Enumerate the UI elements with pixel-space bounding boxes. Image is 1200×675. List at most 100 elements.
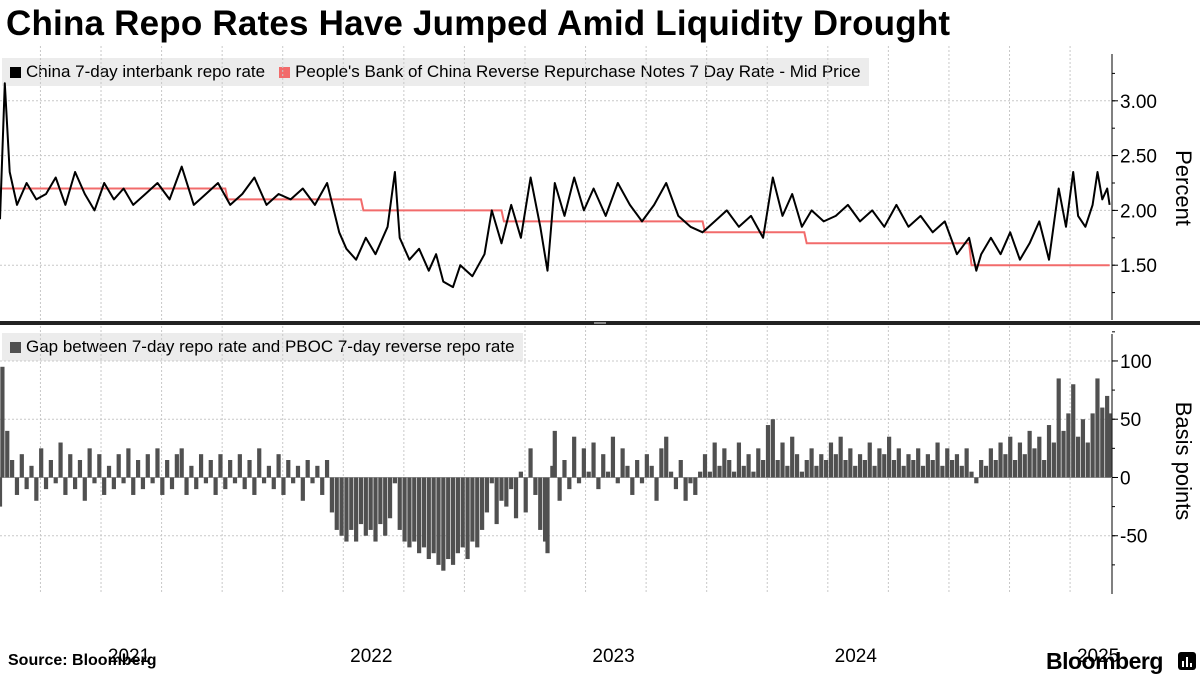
gap-bar — [1017, 442, 1023, 478]
gap-bar — [819, 454, 824, 478]
gap-bar — [446, 477, 451, 560]
gap-bar — [596, 477, 601, 490]
gap-bar — [223, 477, 228, 490]
gap-bar — [509, 477, 514, 490]
gap-bar — [281, 477, 286, 495]
gap-bar — [615, 477, 620, 484]
gap-bar — [891, 460, 897, 478]
gap-bar — [1090, 413, 1095, 478]
gap-bar — [882, 454, 887, 478]
gap-bar — [310, 477, 315, 484]
gap-bar — [906, 454, 911, 478]
gap-bar — [266, 465, 272, 478]
gap-bar — [339, 477, 344, 536]
gap-bar — [257, 448, 262, 478]
panel-divider-handle — [594, 322, 606, 324]
brand-logo: Bloomberg — [1046, 648, 1163, 674]
gap-bar — [712, 442, 717, 478]
source-note: Source: Bloomberg — [8, 652, 157, 669]
gap-bar — [208, 460, 213, 478]
gap-bar — [1003, 454, 1008, 478]
gap-bar — [174, 454, 179, 478]
gap-bar — [228, 460, 233, 478]
gap-bar — [126, 448, 131, 478]
gap-bar — [334, 477, 339, 530]
gap-bar — [373, 477, 378, 542]
gap-bar — [562, 460, 567, 478]
gap-bar — [252, 477, 257, 495]
gap-bar — [790, 436, 795, 478]
legend-item-pboc: People's Bank of China Reverse Repurchas… — [279, 62, 861, 82]
gap-bar — [964, 448, 969, 478]
gap-bar — [620, 448, 625, 478]
gap-bar — [872, 465, 877, 478]
bottom-legend: Gap between 7-day repo rate and PBOC 7-d… — [2, 333, 523, 361]
legend-swatch-repo — [10, 66, 21, 78]
gap-bar — [198, 454, 204, 478]
gap-bar — [630, 477, 635, 495]
gap-bar — [135, 460, 141, 478]
gap-bar — [538, 477, 543, 530]
gap-bar — [145, 454, 150, 478]
y-tick-label-top: 1.50 — [1120, 256, 1157, 277]
legend-item-repo: China 7-day interbank repo rate — [10, 62, 265, 82]
gap-bar — [189, 465, 194, 478]
gap-bar — [1037, 436, 1042, 478]
gap-bar — [383, 477, 388, 536]
gap-bar — [950, 460, 955, 478]
gap-bar — [843, 460, 848, 478]
gap-bar — [794, 454, 800, 478]
top-legend: China 7-day interbank repo rate People's… — [2, 58, 869, 86]
gap-bar — [92, 477, 97, 484]
gap-bar — [344, 477, 349, 542]
gap-bar — [731, 471, 737, 478]
gap-bar — [770, 419, 775, 478]
gap-bar — [10, 460, 15, 478]
y-tick-label-bottom: 100 — [1120, 352, 1152, 373]
gap-bar — [213, 477, 218, 495]
gap-bar — [940, 465, 945, 478]
gap-bar — [499, 477, 504, 501]
gap-bar — [387, 477, 393, 519]
gap-bar — [625, 465, 630, 478]
gap-bar — [649, 465, 654, 478]
gap-bar — [1022, 454, 1027, 478]
gap-bar — [877, 448, 882, 478]
gap-bar — [635, 460, 640, 478]
gap-bar — [1085, 442, 1090, 478]
gap-bar — [780, 442, 785, 478]
gap-bar — [644, 454, 649, 478]
gap-bar — [983, 465, 989, 478]
gap-bar — [601, 454, 606, 478]
y-tick-label-top: 3.00 — [1120, 92, 1157, 113]
gap-bar — [804, 460, 809, 478]
gap-bar — [203, 477, 209, 484]
gap-bar — [5, 430, 10, 478]
gap-bar — [484, 477, 490, 513]
gap-bar — [43, 477, 49, 490]
gap-bar — [261, 477, 267, 484]
gap-bar — [567, 477, 572, 490]
gap-bar — [155, 448, 160, 478]
gap-bar — [97, 454, 102, 478]
gap-bar — [165, 460, 170, 478]
gap-bar — [431, 477, 436, 554]
gap-bar — [106, 465, 112, 478]
gap-bar — [300, 477, 305, 501]
gap-bar — [426, 477, 431, 560]
gap-bar — [862, 460, 867, 478]
gap-bar — [378, 477, 383, 525]
gap-bar — [29, 465, 34, 478]
y-axis-title-bottom: Basis points — [1171, 402, 1196, 521]
gap-bar — [150, 477, 155, 484]
gap-bar — [48, 460, 53, 478]
gap-bar — [58, 442, 63, 478]
y-tick-label-top: 2.50 — [1120, 147, 1157, 168]
legend-label-pboc: People's Bank of China Reverse Repurchas… — [295, 62, 861, 81]
gap-bar — [857, 454, 863, 478]
gap-bar — [896, 448, 901, 478]
legend-label-gap: Gap between 7-day repo rate and PBOC 7-d… — [26, 337, 515, 356]
gap-bar — [140, 477, 146, 490]
gap-bar — [756, 448, 761, 478]
